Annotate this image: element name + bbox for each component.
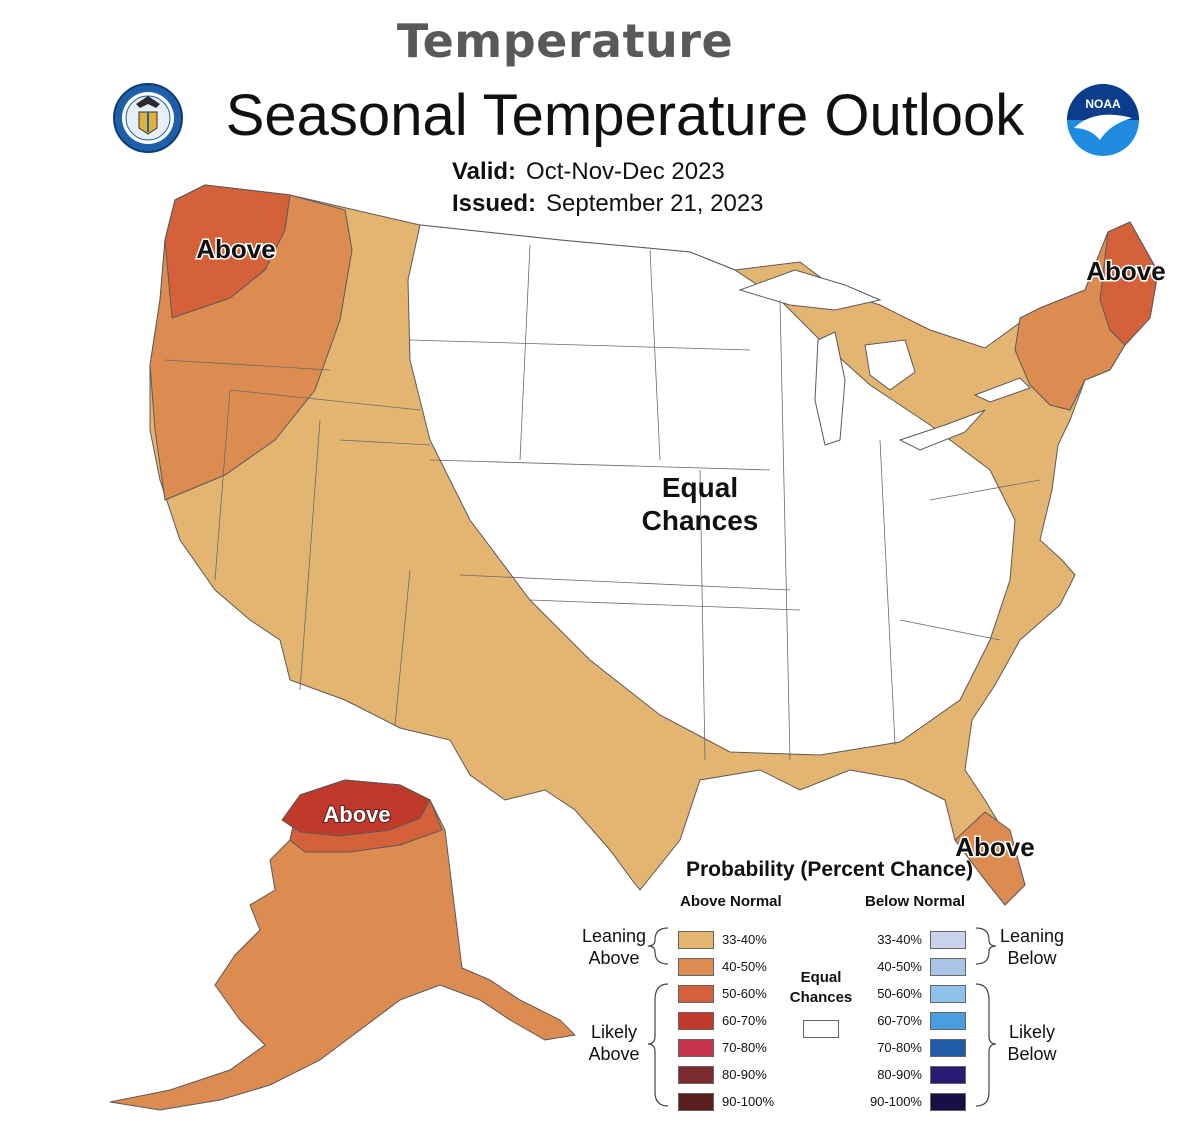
legend-swatch (678, 957, 714, 976)
legend-row-above: 50-60% (678, 980, 774, 1007)
legend-row-below: 70-80% (866, 1034, 966, 1061)
maine-50-60-region (1099, 221, 1159, 346)
florida-40-50-region (954, 811, 1026, 906)
issued-label: Issued: (452, 190, 537, 217)
alaska-landmass (109, 779, 577, 1111)
legend-swatch (678, 1092, 714, 1111)
legend-pct: 50-60% (722, 986, 767, 1001)
equal-chances-label-line1: Equal (662, 472, 738, 503)
equal-chances-swatch (803, 1020, 839, 1038)
legend-row-below: 50-60% (866, 980, 966, 1007)
legend-above-header: Above Normal (680, 893, 782, 910)
legend-pct: 70-80% (722, 1040, 767, 1055)
valid-row: Valid: Oct-Nov-Dec 2023 (452, 158, 725, 186)
legend-row-below: 40-50% (866, 953, 966, 980)
legend-pct: 80-90% (722, 1067, 767, 1082)
legend-swatch (930, 930, 966, 949)
legend-pct: 33-40% (877, 932, 922, 947)
legend-swatch (930, 1092, 966, 1111)
legend-pct: 33-40% (722, 932, 767, 947)
legend-pct: 70-80% (877, 1040, 922, 1055)
legend-below-header: Below Normal (865, 893, 966, 910)
equal-chances-label-line2: Chances (642, 505, 759, 536)
legend-swatch (678, 930, 714, 949)
legend-swatch (930, 957, 966, 976)
legend-braces (647, 927, 997, 1107)
legend-pct: 60-70% (722, 1013, 767, 1028)
legend-swatch (678, 1011, 714, 1030)
legend-swatch (930, 1011, 966, 1030)
legend-pct: 80-90% (877, 1067, 922, 1082)
map-title: Seasonal Temperature Outlook (225, 83, 1025, 148)
page-heading: Temperature (396, 14, 734, 68)
legend-pct: 90-100% (869, 1094, 922, 1109)
northwest-above-label: Above (196, 234, 275, 264)
legend-row-above: 80-90% (678, 1061, 774, 1088)
northwest-50-60-region (164, 184, 291, 319)
legend-row-below: 33-40% (866, 926, 966, 953)
leaning-above-label: Leaning Above (581, 926, 647, 968)
below-normal-scale: 33-40% 40-50% 50-60% 60-70% 70-80% 80-90… (866, 926, 966, 1115)
likely-above-label: Likely Above (588, 1022, 640, 1064)
state-boundaries (164, 244, 1041, 761)
great-lakes (738, 269, 1031, 451)
legend-pct: 50-60% (877, 986, 922, 1001)
legend-pct: 40-50% (877, 959, 922, 974)
legend-pct: 60-70% (877, 1013, 922, 1028)
legend-row-above: 70-80% (678, 1034, 774, 1061)
doc-seal-icon (113, 83, 183, 153)
alaska-above-label: Above (323, 802, 390, 827)
legend-swatch (930, 1038, 966, 1057)
likely-below-label: Likely Below (1007, 1022, 1057, 1064)
alaska-60-70-region (281, 779, 431, 837)
svg-text:NOAA: NOAA (1085, 97, 1121, 111)
issued-value: September 21, 2023 (546, 190, 764, 217)
legend-pct: 90-100% (722, 1094, 775, 1109)
legend-swatch (678, 1065, 714, 1084)
legend-row-above: 60-70% (678, 1007, 774, 1034)
legend-swatch (678, 984, 714, 1003)
legend-pct: 40-50% (722, 959, 767, 974)
legend-swatch (930, 984, 966, 1003)
legend-row-above: 40-50% (678, 953, 774, 980)
leaning-below-label: Leaning Below (999, 926, 1065, 968)
above-normal-scale: 33-40% 40-50% 50-60% 60-70% 70-80% 80-90… (678, 926, 774, 1115)
legend-swatch (930, 1065, 966, 1084)
issued-row: Issued: September 21, 2023 (452, 190, 764, 218)
legend-title: Probability (Percent Chance) (686, 858, 974, 881)
legend-swatch (678, 1038, 714, 1057)
northeast-above-label: Above (1086, 256, 1165, 286)
legend-row-below: 60-70% (866, 1007, 966, 1034)
legend-row-below: 80-90% (866, 1061, 966, 1088)
legend-row-above: 90-100% (678, 1088, 774, 1115)
legend-row-above: 33-40% (678, 926, 774, 953)
equal-chances-legend-label: Equal Chances (789, 969, 853, 1006)
florida-above-label: Above (955, 832, 1034, 862)
noaa-logo-icon: NOAA (1067, 84, 1139, 156)
valid-value: Oct-Nov-Dec 2023 (526, 158, 725, 185)
valid-label: Valid: (452, 158, 517, 185)
legend-row-below: 90-100% (866, 1088, 966, 1115)
